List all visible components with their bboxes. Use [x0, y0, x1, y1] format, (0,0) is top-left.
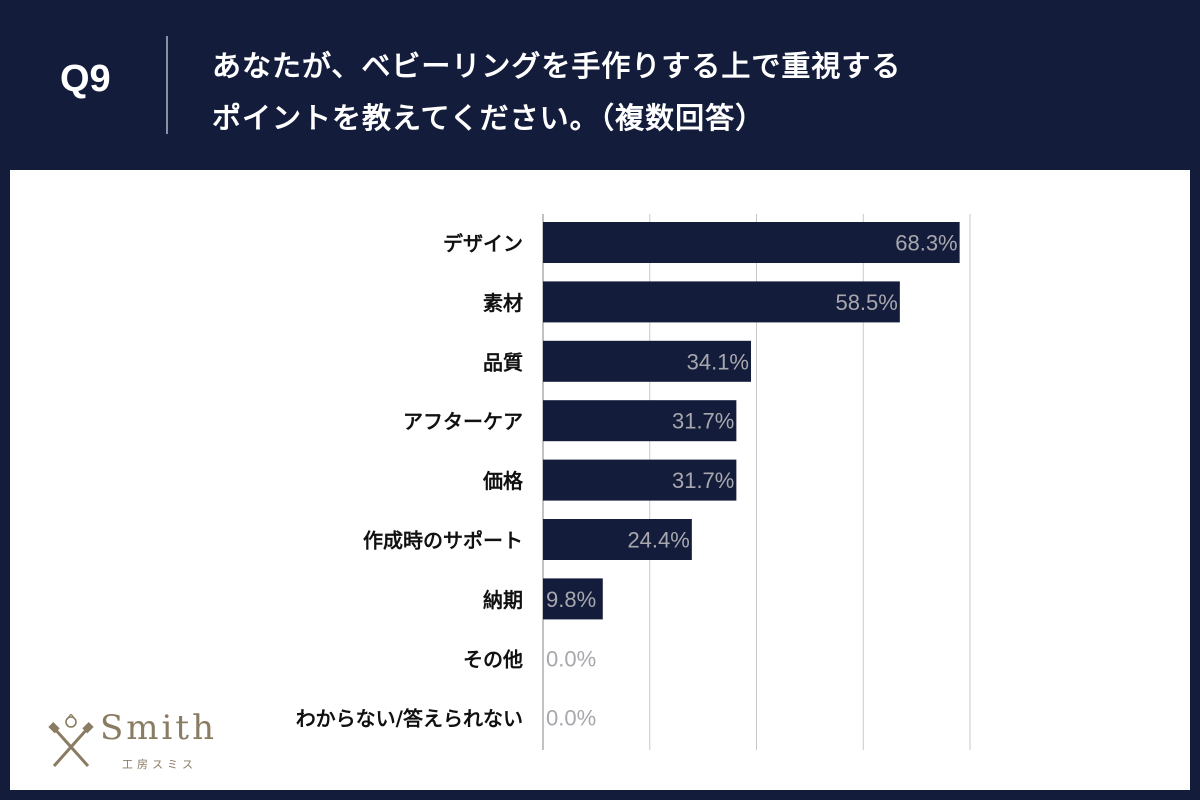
question-line-2: ポイントを教えてください。（複数回答）	[212, 101, 766, 135]
value-label: 34.1%	[687, 349, 749, 374]
value-label: 31.7%	[672, 468, 734, 493]
category-label: 品質	[483, 350, 523, 374]
question-header: Q9 あなたが、ベビーリングを手作りする上で重視する ポイントを教えてください。…	[0, 0, 1200, 170]
value-label: 9.8%	[546, 587, 596, 612]
bar	[543, 340, 752, 382]
question-line-1: あなたが、ベビーリングを手作りする上で重視する	[212, 49, 902, 83]
bar	[543, 459, 737, 501]
header-divider	[166, 36, 168, 134]
value-label: 68.3%	[895, 231, 957, 256]
bar	[543, 519, 692, 560]
question-text: あなたが、ベビーリングを手作りする上で重視する ポイントを教えてください。（複数…	[212, 40, 901, 144]
category-label: その他	[463, 647, 523, 671]
category-label: わからない/答えられない	[296, 707, 523, 731]
category-label: 素材	[483, 291, 523, 315]
value-label: 0.0%	[546, 646, 596, 671]
chart-panel: デザイン 68.3% 素材 58.5% 品質 34.1% アフターケア 31.7% 価格 31.7…	[10, 170, 1190, 790]
question-number: Q9	[60, 58, 111, 100]
brand-logo: Smith 工房スミス	[48, 706, 238, 776]
value-label: 58.5%	[835, 290, 897, 315]
category-label: デザイン	[443, 232, 523, 256]
crossed-tools-ring-icon	[48, 714, 94, 768]
bar	[543, 400, 737, 442]
category-label: 納期	[483, 588, 523, 612]
brand-subtitle: 工房スミス	[122, 758, 197, 771]
bar-chart: デザイン 68.3% 素材 58.5% 品質 34.1% アフターケア 31.7% 価格 31.7…	[296, 214, 971, 750]
category-label: アフターケア	[403, 410, 523, 434]
value-label: 0.0%	[546, 706, 596, 731]
bar	[543, 578, 603, 620]
bar	[543, 281, 900, 323]
value-label: 31.7%	[672, 409, 734, 434]
category-label: 価格	[482, 469, 524, 493]
bar	[543, 222, 960, 263]
category-label: 作成時のサポート	[363, 529, 523, 553]
value-label: 24.4%	[627, 528, 689, 553]
brand-wordmark: Smith	[100, 708, 217, 748]
